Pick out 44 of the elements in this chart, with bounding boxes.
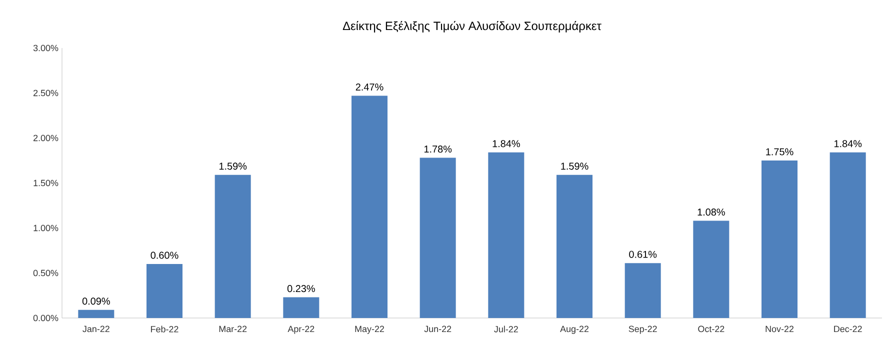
x-tick-label: Nov-22 bbox=[766, 326, 794, 332]
data-label: 1.08% bbox=[698, 208, 725, 216]
x-tick-label: Mar-22 bbox=[219, 326, 247, 332]
x-tick-label: Sep-22 bbox=[628, 326, 657, 334]
y-tick-label: 0.00% bbox=[33, 314, 58, 322]
bar bbox=[146, 264, 182, 318]
y-tick-label: 1.50% bbox=[34, 180, 58, 186]
data-label: 0.61% bbox=[629, 250, 657, 258]
x-tick-label: May-22 bbox=[355, 326, 384, 334]
data-label: 0.09% bbox=[82, 298, 110, 305]
bar bbox=[283, 297, 320, 318]
bar bbox=[556, 174, 593, 318]
bar bbox=[830, 152, 866, 318]
data-label: 1.78% bbox=[424, 146, 452, 153]
x-tick-label: Apr-22 bbox=[288, 326, 314, 334]
x-tick-label: Jan-22 bbox=[82, 326, 110, 332]
data-label: 0.60% bbox=[150, 252, 178, 259]
data-label: 1.84% bbox=[834, 140, 862, 148]
y-tick-label: 0.50% bbox=[33, 270, 58, 276]
data-label: 1.84% bbox=[492, 140, 520, 148]
data-label: 2.47% bbox=[356, 83, 384, 91]
bar bbox=[488, 152, 524, 318]
x-tick-label: Oct-22 bbox=[698, 326, 724, 332]
bar bbox=[420, 158, 456, 318]
bar bbox=[762, 160, 798, 318]
data-label: 0.23% bbox=[287, 285, 315, 292]
x-tick-label: Jun-22 bbox=[424, 326, 452, 332]
x-tick-label: Dec-22 bbox=[834, 326, 862, 332]
chart-title: Δείκτης Εξέλιξης Τιμών Αλυσίδων Σουπερμάρκετ bbox=[342, 21, 602, 33]
y-tick-label: 2.50% bbox=[34, 90, 58, 96]
y-tick-label: 1.00% bbox=[34, 224, 58, 232]
x-tick-label: Jul-22 bbox=[494, 326, 518, 332]
data-label: 1.59% bbox=[561, 162, 588, 170]
y-tick-label: 3.00% bbox=[33, 44, 58, 52]
bar bbox=[624, 263, 661, 318]
x-tick-label: Aug-22 bbox=[560, 326, 589, 334]
x-tick-label: Feb-22 bbox=[151, 326, 178, 332]
data-label: 1.75% bbox=[766, 148, 794, 156]
bar bbox=[78, 310, 114, 318]
y-tick-label: 2.00% bbox=[34, 134, 58, 142]
bar bbox=[352, 96, 388, 318]
bar bbox=[214, 174, 251, 318]
data-label: 1.59% bbox=[219, 162, 247, 170]
bar bbox=[693, 220, 730, 318]
